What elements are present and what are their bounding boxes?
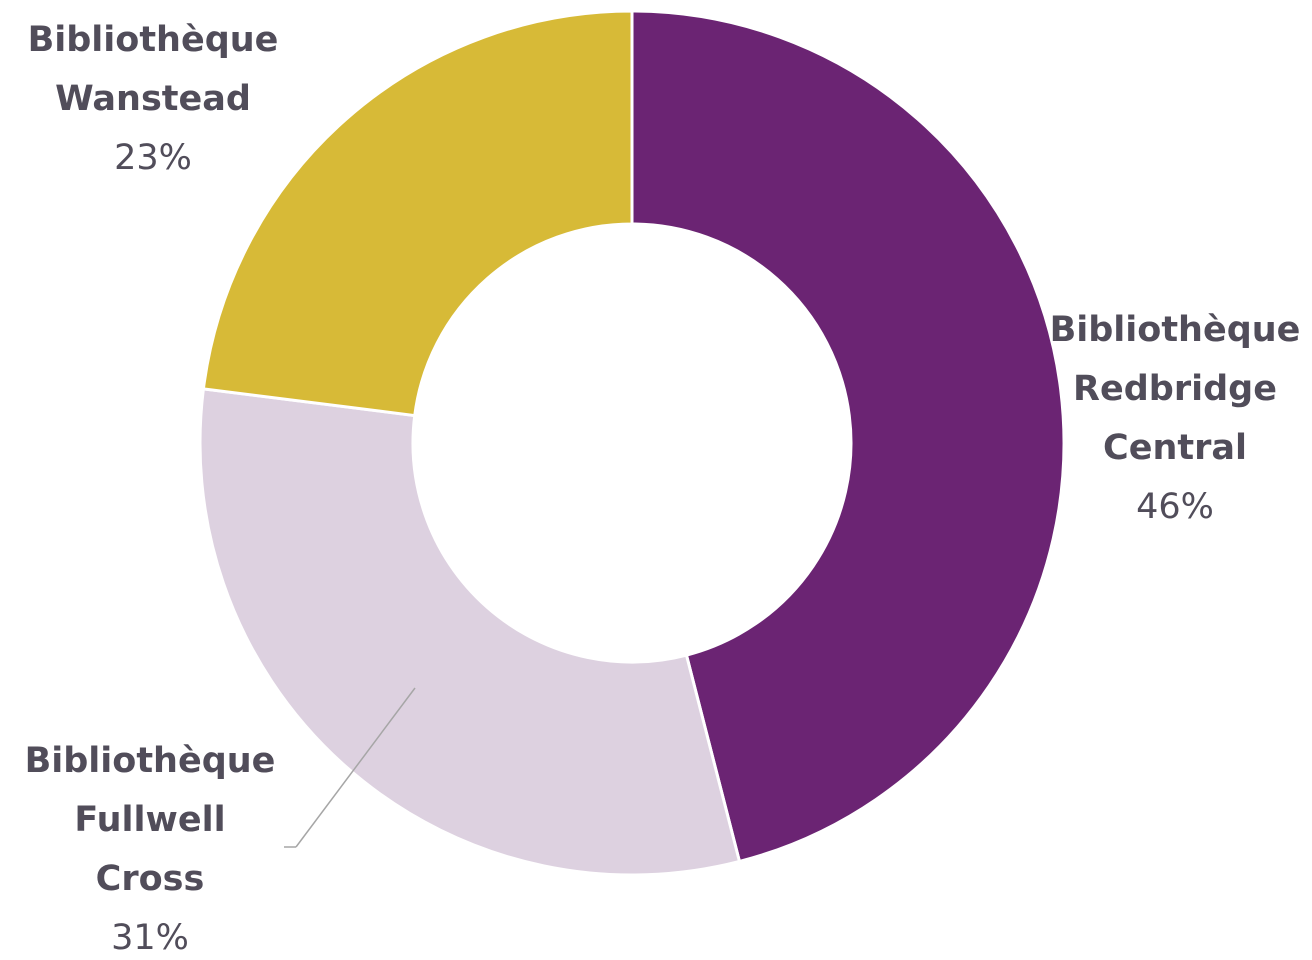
slice-label-line: Bibliothèque [25, 741, 276, 781]
slice-label-line: Bibliothèque [1050, 310, 1301, 350]
slice-label-line: Central [1103, 428, 1247, 468]
donut-slices [198, 9, 1066, 877]
slice-label-line: Wanstead [55, 79, 251, 119]
slice-wanstead [201, 9, 634, 418]
slice-value-label: 31% [111, 918, 189, 958]
slice-label-redbridge-central: Bibliothèque Redbridge Central 46% [1050, 310, 1301, 527]
leader-line-fullwell-cross [295, 687, 416, 848]
slice-redbridge-central [630, 9, 1066, 864]
slice-label-fullwell-cross: Bibliothèque Fullwell Cross 31% [25, 741, 276, 958]
slice-label-line: Redbridge [1073, 369, 1277, 409]
slice-label-line: Cross [96, 859, 205, 899]
slice-label-wanstead: Bibliothèque Wanstead 23% [28, 20, 279, 178]
slice-label-line: Bibliothèque [28, 20, 279, 60]
slice-fullwell-cross [198, 387, 742, 877]
slice-label-line: Fullwell [74, 800, 225, 840]
slice-value-label: 46% [1136, 487, 1214, 527]
slice-value-label: 23% [114, 138, 192, 178]
slice-labels: BibliothèqueRedbridgeCentral46%Bibliothè… [25, 20, 1301, 958]
